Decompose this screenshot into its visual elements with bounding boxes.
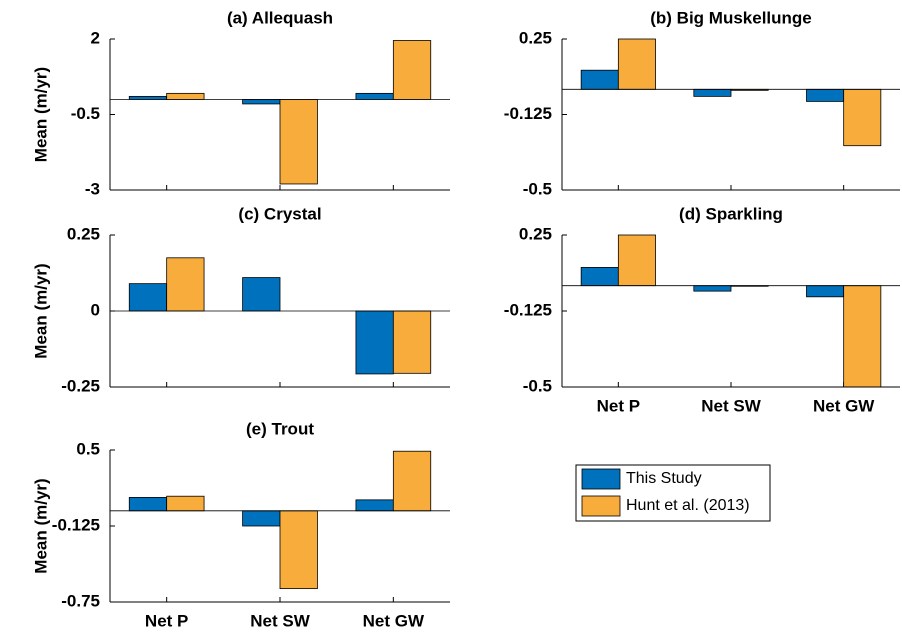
y-tick-label: 0.25 — [519, 28, 552, 47]
bar — [806, 88, 845, 102]
bar — [242, 510, 281, 527]
bar — [392, 310, 432, 374]
bar — [355, 310, 394, 375]
bar — [242, 99, 281, 105]
y-tick-label: -0.125 — [52, 515, 100, 534]
legend-label: Hunt et al. (2013) — [626, 497, 750, 514]
subplot-title: (e) Trout — [246, 419, 314, 438]
y-tick-label: -3 — [85, 179, 100, 198]
y-tick-label: -0.125 — [504, 300, 552, 319]
bar — [843, 88, 882, 147]
subplot-title: (c) Crystal — [238, 204, 321, 223]
bar — [355, 499, 394, 512]
bar — [693, 285, 732, 292]
bar — [166, 257, 205, 312]
y-axis-label: Mean (m/yr) — [31, 263, 50, 358]
legend-label: This Study — [626, 470, 702, 487]
bar — [279, 99, 318, 185]
y-axis-label: Mean (m/yr) — [31, 478, 50, 573]
bar — [166, 92, 205, 100]
y-tick-label: 0.25 — [519, 224, 552, 243]
bar — [242, 277, 281, 312]
bar — [355, 92, 394, 100]
bar — [128, 95, 168, 100]
bar — [617, 234, 656, 287]
legend-swatch — [581, 468, 621, 490]
x-tick-label: Net GW — [363, 611, 425, 630]
y-axis-label: Mean (m/yr) — [31, 67, 50, 162]
subplot-title: (b) Big Muskellunge — [650, 8, 812, 27]
x-tick-label: Net P — [145, 611, 188, 630]
subplot-title: (a) Allequash — [227, 8, 333, 27]
y-tick-label: 0.5 — [76, 439, 100, 458]
y-tick-label: 2 — [91, 28, 100, 47]
bar — [128, 497, 168, 512]
y-tick-label: -0.25 — [61, 376, 100, 395]
subplot-title: (d) Sparkling — [679, 204, 783, 223]
x-tick-label: Net GW — [813, 396, 875, 415]
y-tick-label: -0.5 — [523, 376, 552, 395]
bar — [806, 285, 845, 298]
bar — [392, 450, 432, 512]
bar — [580, 267, 619, 287]
bar — [693, 88, 732, 97]
bar — [166, 495, 205, 512]
y-tick-label: -0.75 — [61, 591, 100, 610]
bar — [279, 510, 318, 590]
y-tick-label: -0.125 — [504, 104, 552, 123]
x-tick-label: Net P — [597, 396, 640, 415]
bar — [128, 283, 168, 312]
bar — [843, 285, 882, 388]
legend-swatch — [581, 495, 621, 517]
y-tick-label: -0.5 — [71, 104, 100, 123]
y-tick-label: -0.5 — [523, 179, 552, 198]
x-tick-label: Net SW — [701, 396, 761, 415]
bar — [617, 38, 656, 90]
y-tick-label: 0.25 — [67, 224, 100, 243]
y-tick-label: 0 — [91, 300, 100, 319]
bar — [392, 40, 432, 100]
bar — [580, 69, 619, 90]
x-tick-label: Net SW — [250, 611, 310, 630]
